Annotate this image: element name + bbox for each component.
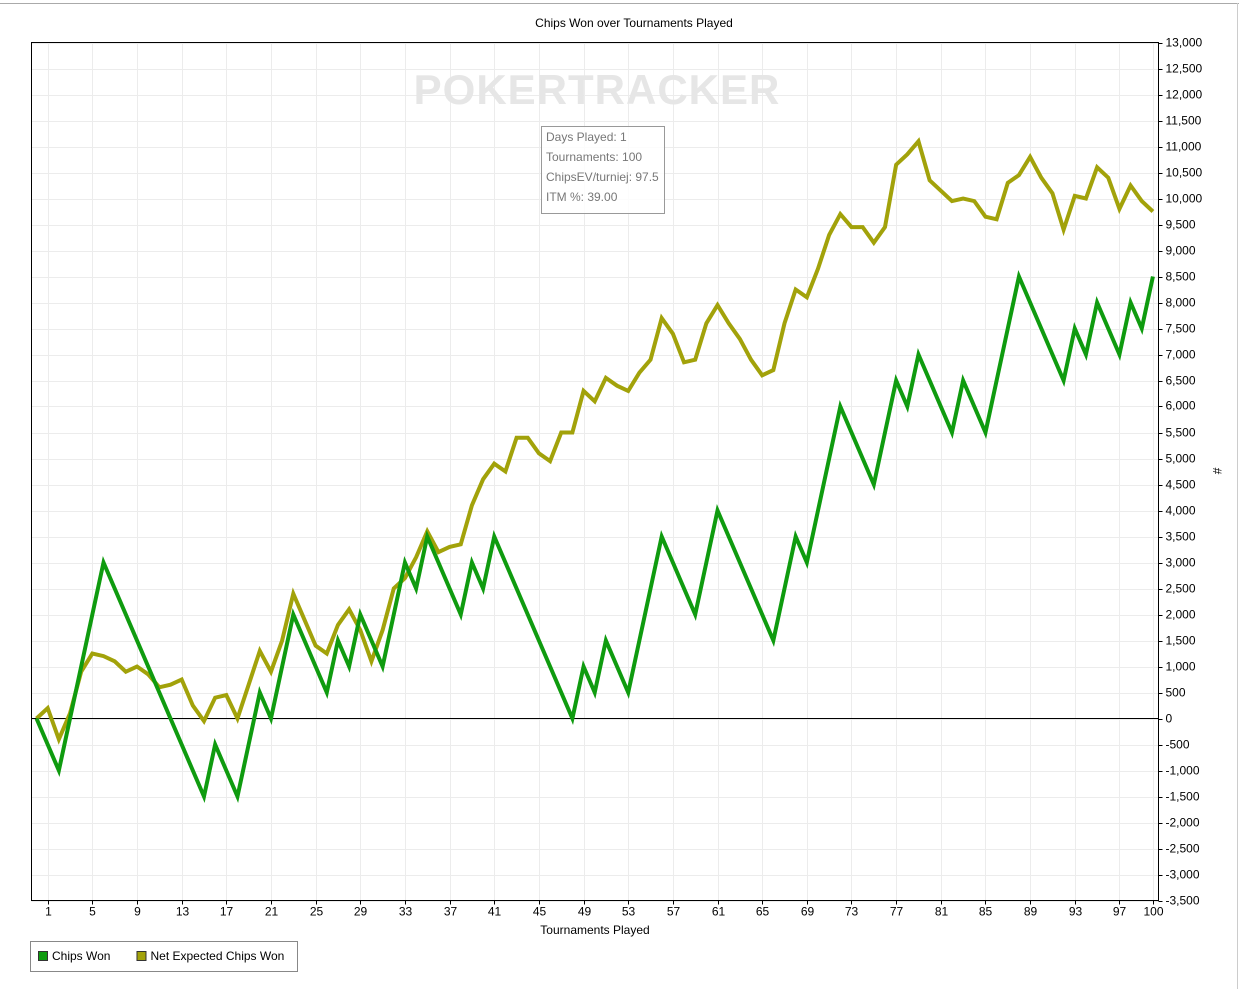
- y-tick-label: 9,500: [1166, 218, 1196, 232]
- y-tick-label: 2,500: [1166, 582, 1196, 596]
- legend-box: [30, 941, 298, 972]
- y-tick-label: 10,000: [1166, 192, 1203, 206]
- tooltip-text: Days Played: 1: [546, 130, 627, 144]
- legend-swatch: [136, 951, 147, 961]
- tooltip: Days Played: 1 Tournaments: 100 ChipsEV/…: [541, 126, 665, 214]
- series-line: [35, 137, 1155, 745]
- x-tick-label: 57: [667, 905, 681, 919]
- x-tick-label: 53: [622, 905, 636, 919]
- x-tick-label: 41: [488, 905, 502, 919]
- y-axis-label: #: [1210, 468, 1224, 475]
- y-tick-label: 4,000: [1166, 504, 1196, 518]
- y-tick-label: 5,500: [1166, 426, 1196, 440]
- x-tick-label: 81: [935, 905, 949, 919]
- x-tick-label: 100: [1143, 905, 1163, 919]
- x-axis-label: Tournaments Played: [540, 923, 649, 937]
- y-tick-label: 4,500: [1166, 478, 1196, 492]
- x-tick-label: 69: [801, 905, 815, 919]
- x-tick-label: 89: [1024, 905, 1038, 919]
- y-tick-label: -1,000: [1166, 764, 1200, 778]
- x-tick-label: 73: [845, 905, 859, 919]
- tooltip-text: Tournaments: 100: [546, 150, 642, 164]
- chart-title: Chips Won over Tournaments Played: [535, 16, 733, 30]
- y-tick-label: 8,000: [1166, 296, 1196, 310]
- tooltip-box: [541, 126, 665, 214]
- y-tick-label: 7,500: [1166, 322, 1196, 336]
- y-tick-label: 5,000: [1166, 452, 1196, 466]
- y-tick-label: -3,000: [1166, 868, 1200, 882]
- x-tick-label: 17: [220, 905, 234, 919]
- y-tick-label: 12,000: [1166, 88, 1203, 102]
- y-tick-label: 9,000: [1166, 244, 1196, 258]
- x-tick-label: 9: [134, 905, 141, 919]
- x-tick-label: 65: [756, 905, 770, 919]
- y-tick-label: 3,000: [1166, 556, 1196, 570]
- watermark: POKERTRACKER: [414, 66, 781, 113]
- x-tick-label: 49: [578, 905, 592, 919]
- x-tick-label: 85: [979, 905, 993, 919]
- y-tick-label: 13,000: [1166, 36, 1203, 50]
- series-line: [34, 269, 1155, 804]
- legend-label: Net Expected Chips Won: [150, 949, 284, 963]
- y-tick-label: 11,500: [1166, 114, 1202, 128]
- x-tick-label: 25: [310, 905, 324, 919]
- x-tick-label: 29: [354, 905, 368, 919]
- x-tick-label: 13: [176, 905, 190, 919]
- y-tick-label: 1,500: [1166, 634, 1196, 648]
- y-tick-label: 6,500: [1166, 374, 1196, 388]
- y-tick-label: 2,000: [1166, 608, 1196, 622]
- y-tick-label: -1,500: [1166, 790, 1200, 804]
- y-tick-label: 11,000: [1166, 140, 1202, 154]
- y-tick-label: 0: [1166, 712, 1173, 726]
- y-tick-label: 12,500: [1166, 62, 1203, 76]
- x-tick-label: 37: [444, 905, 458, 919]
- legend-label: Chips Won: [52, 949, 110, 963]
- x-tick-label: 5: [89, 905, 96, 919]
- x-tick-label: 61: [712, 905, 726, 919]
- tooltip-text: ITM %: 39.00: [546, 190, 618, 204]
- x-tick-label: 97: [1113, 905, 1127, 919]
- y-tick-label: 3,500: [1166, 530, 1196, 544]
- y-tick-label: 7,000: [1166, 348, 1196, 362]
- x-tick-label: 33: [399, 905, 413, 919]
- y-tick-label: 6,000: [1166, 399, 1196, 413]
- y-tick-label: -500: [1166, 738, 1190, 752]
- x-tick-label: 1: [45, 905, 52, 919]
- y-tick-label: 1,000: [1166, 660, 1196, 674]
- y-tick-label: 500: [1166, 686, 1186, 700]
- y-tick-label: 8,500: [1166, 270, 1196, 284]
- y-tick-label: -2,000: [1166, 816, 1200, 830]
- x-tick-label: 21: [265, 905, 279, 919]
- tooltip-text: ChipsEV/turniej: 97.5: [546, 170, 659, 184]
- x-tick-label: 77: [890, 905, 904, 919]
- x-tick-label: 93: [1069, 905, 1083, 919]
- plot-frame: [31, 42, 1159, 901]
- y-tick-label: -3,500: [1166, 894, 1200, 908]
- x-tick-label: 45: [533, 905, 547, 919]
- y-tick-label: 10,500: [1166, 166, 1203, 180]
- legend-swatch: [38, 951, 48, 961]
- y-tick-label: -2,500: [1166, 842, 1200, 856]
